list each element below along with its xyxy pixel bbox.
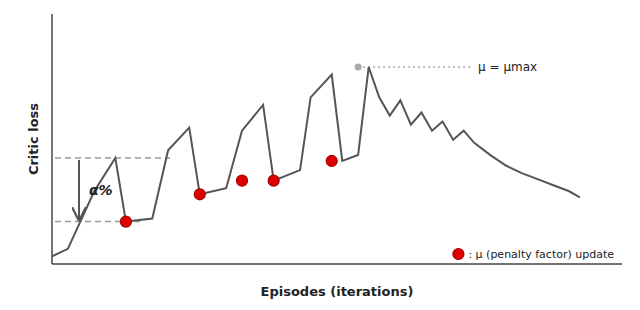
update-dot (194, 189, 205, 200)
upper-dashed-line (55, 157, 170, 159)
y-axis-label: Critic loss (26, 103, 41, 175)
curve-line (52, 67, 580, 256)
update-dot (326, 155, 337, 166)
legend-marker (453, 249, 464, 260)
mu-max-label: μ = μmax (478, 60, 537, 74)
x-axis-line (52, 263, 622, 265)
plot-area (52, 64, 580, 257)
y-axis-line (51, 14, 53, 264)
update-dot (120, 216, 131, 227)
mu-max-dot (355, 64, 362, 71)
x-axis-label: Episodes (iterations) (261, 284, 414, 299)
mu-max-dotted-line (358, 66, 473, 68)
legend-label: : μ (penalty factor) update (468, 248, 614, 261)
update-dot (268, 175, 279, 186)
chart: Episodes (iterations) Critic loss μ = μmax… (0, 0, 640, 310)
alpha-label: α% (89, 182, 113, 198)
alpha-arrow (78, 160, 80, 220)
update-dot (237, 175, 248, 186)
legend: : μ (penalty factor) update (453, 248, 614, 261)
